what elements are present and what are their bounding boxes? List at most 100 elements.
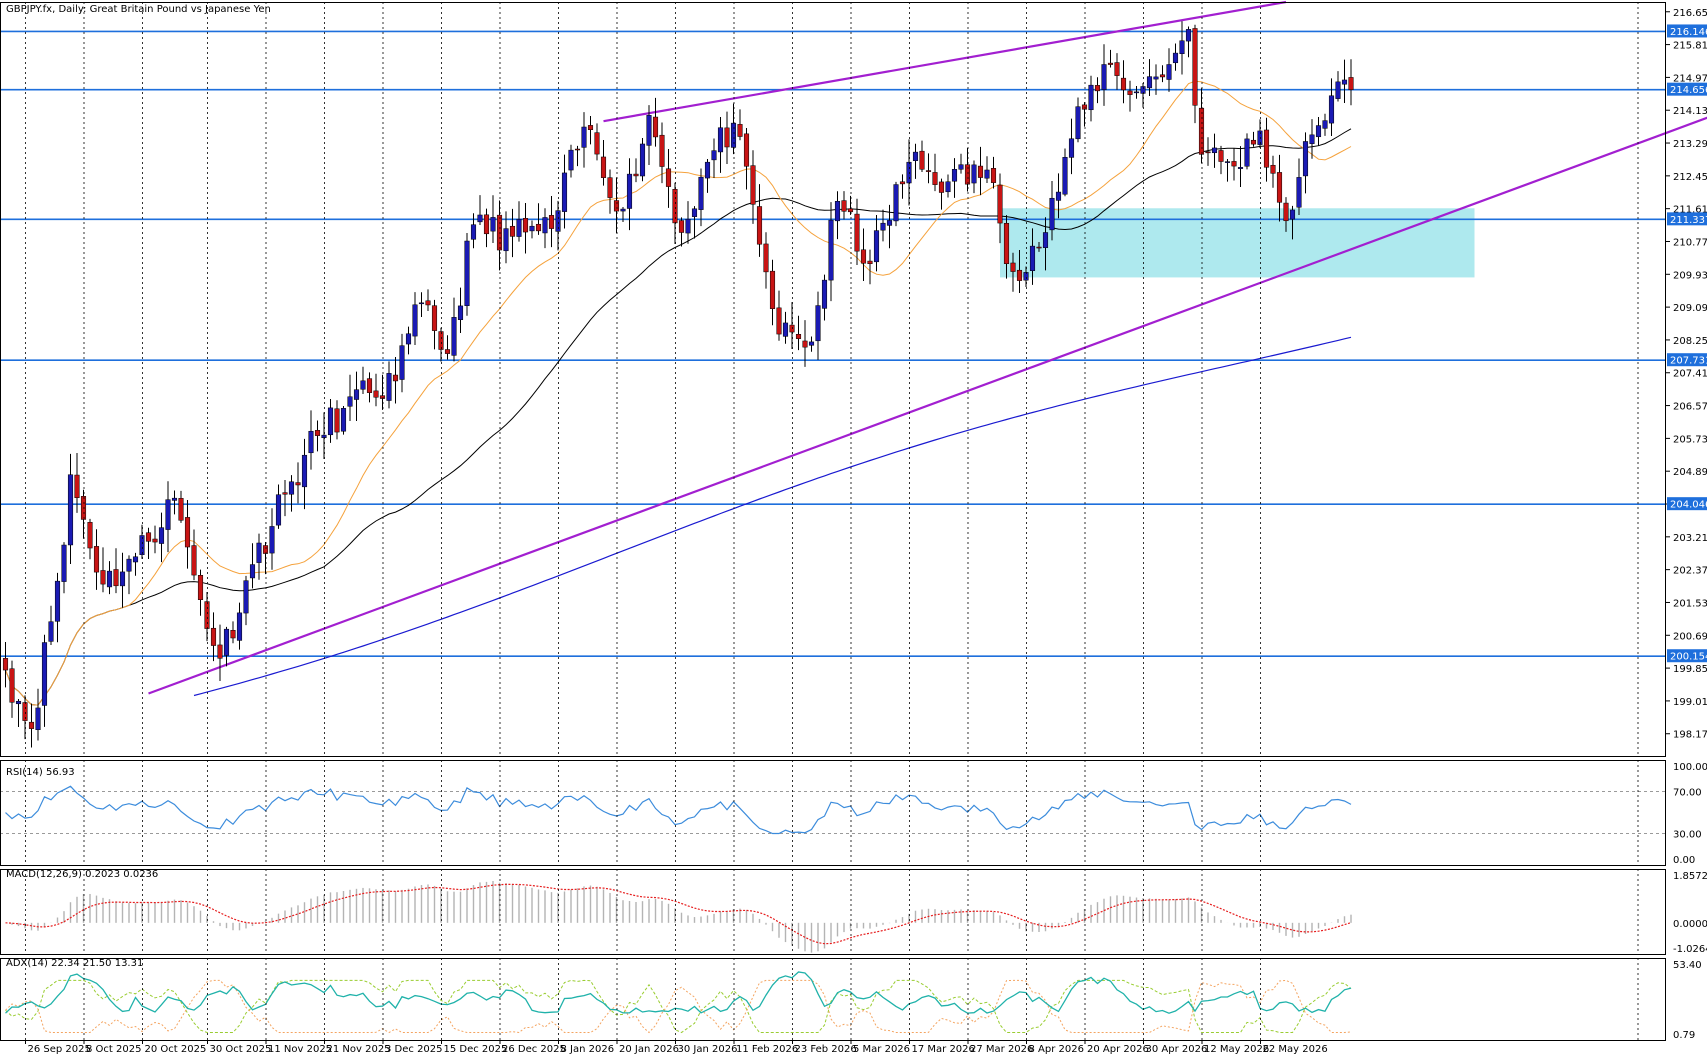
candle[interactable]: [353, 389, 360, 400]
candle[interactable]: [932, 172, 938, 185]
candle[interactable]: [282, 492, 288, 495]
candle[interactable]: [951, 169, 958, 182]
candle[interactable]: [1081, 104, 1088, 110]
candle[interactable]: [1205, 151, 1211, 154]
candle[interactable]: [516, 218, 522, 237]
candle[interactable]: [1146, 76, 1153, 89]
candle[interactable]: [828, 219, 834, 281]
candle[interactable]: [93, 546, 100, 573]
candle[interactable]: [1133, 91, 1140, 94]
candle[interactable]: [945, 181, 951, 193]
candle[interactable]: [74, 474, 80, 498]
candle[interactable]: [418, 302, 425, 305]
candle[interactable]: [1283, 202, 1289, 222]
candle[interactable]: [802, 340, 808, 348]
candle[interactable]: [847, 208, 854, 213]
candle[interactable]: [815, 305, 821, 342]
candle[interactable]: [490, 217, 496, 232]
candle[interactable]: [613, 200, 620, 212]
candle[interactable]: [1049, 197, 1055, 231]
candle[interactable]: [48, 621, 54, 642]
candle[interactable]: [327, 407, 334, 436]
candle[interactable]: [477, 214, 483, 223]
candle[interactable]: [912, 151, 919, 162]
candle[interactable]: [600, 156, 607, 178]
candle[interactable]: [178, 498, 184, 521]
candle[interactable]: [464, 240, 470, 306]
candle[interactable]: [431, 305, 438, 331]
candle[interactable]: [509, 225, 516, 237]
candle[interactable]: [1042, 232, 1049, 248]
candle[interactable]: [1029, 245, 1036, 271]
candle[interactable]: [249, 564, 256, 579]
candle[interactable]: [386, 373, 392, 401]
candle[interactable]: [1322, 120, 1328, 129]
candle[interactable]: [67, 474, 74, 546]
candle[interactable]: [763, 243, 769, 273]
candle[interactable]: [113, 569, 119, 587]
candle[interactable]: [347, 396, 353, 407]
candle[interactable]: [639, 143, 646, 177]
candle[interactable]: [295, 482, 301, 486]
candle[interactable]: [230, 630, 236, 639]
candle[interactable]: [360, 380, 366, 390]
candle[interactable]: [379, 395, 386, 399]
candle[interactable]: [139, 535, 145, 555]
candle[interactable]: [204, 601, 210, 629]
candle[interactable]: [1062, 157, 1068, 195]
candle[interactable]: [1010, 262, 1016, 272]
candle[interactable]: [314, 430, 321, 436]
candle[interactable]: [1114, 62, 1120, 76]
candle[interactable]: [405, 333, 412, 345]
candle[interactable]: [1101, 64, 1107, 90]
candle[interactable]: [1231, 161, 1237, 167]
candle[interactable]: [275, 494, 282, 526]
candle[interactable]: [685, 218, 691, 234]
candle[interactable]: [1289, 209, 1296, 220]
candle[interactable]: [1211, 147, 1218, 154]
candle[interactable]: [971, 164, 977, 184]
macd-pane[interactable]: [5, 880, 1352, 953]
candle[interactable]: [1218, 150, 1224, 162]
candle[interactable]: [594, 132, 600, 155]
candle[interactable]: [1237, 167, 1244, 169]
candle[interactable]: [633, 173, 639, 177]
candle[interactable]: [106, 570, 113, 588]
candle[interactable]: [958, 164, 964, 170]
candle[interactable]: [366, 378, 373, 393]
candle[interactable]: [223, 628, 230, 656]
candle[interactable]: [529, 225, 535, 232]
candle[interactable]: [1302, 141, 1309, 177]
candle[interactable]: [568, 149, 574, 171]
candle[interactable]: [1315, 125, 1322, 138]
candle[interactable]: [1120, 77, 1127, 91]
candle[interactable]: [145, 532, 152, 542]
candle[interactable]: [308, 430, 314, 454]
candle[interactable]: [1016, 269, 1023, 281]
candle[interactable]: [977, 165, 984, 178]
candle[interactable]: [1185, 29, 1192, 42]
candle[interactable]: [964, 164, 971, 185]
candle[interactable]: [217, 644, 223, 659]
candle[interactable]: [444, 349, 451, 354]
candle[interactable]: [152, 538, 158, 543]
candle[interactable]: [496, 214, 503, 251]
candle[interactable]: [1335, 81, 1341, 99]
candle[interactable]: [1003, 223, 1010, 264]
candle[interactable]: [1250, 139, 1257, 145]
candle[interactable]: [483, 214, 490, 235]
candle[interactable]: [587, 125, 594, 130]
candle[interactable]: [1257, 130, 1263, 145]
candle[interactable]: [756, 206, 763, 245]
candle[interactable]: [1088, 84, 1094, 111]
candle[interactable]: [691, 208, 698, 217]
candle[interactable]: [438, 331, 444, 350]
candle[interactable]: [548, 215, 555, 229]
candle[interactable]: [87, 522, 93, 549]
candle[interactable]: [672, 189, 678, 224]
candle[interactable]: [1094, 85, 1101, 92]
candle[interactable]: [126, 558, 132, 572]
candle[interactable]: [61, 544, 67, 582]
candle[interactable]: [457, 305, 464, 321]
candle[interactable]: [990, 168, 997, 183]
